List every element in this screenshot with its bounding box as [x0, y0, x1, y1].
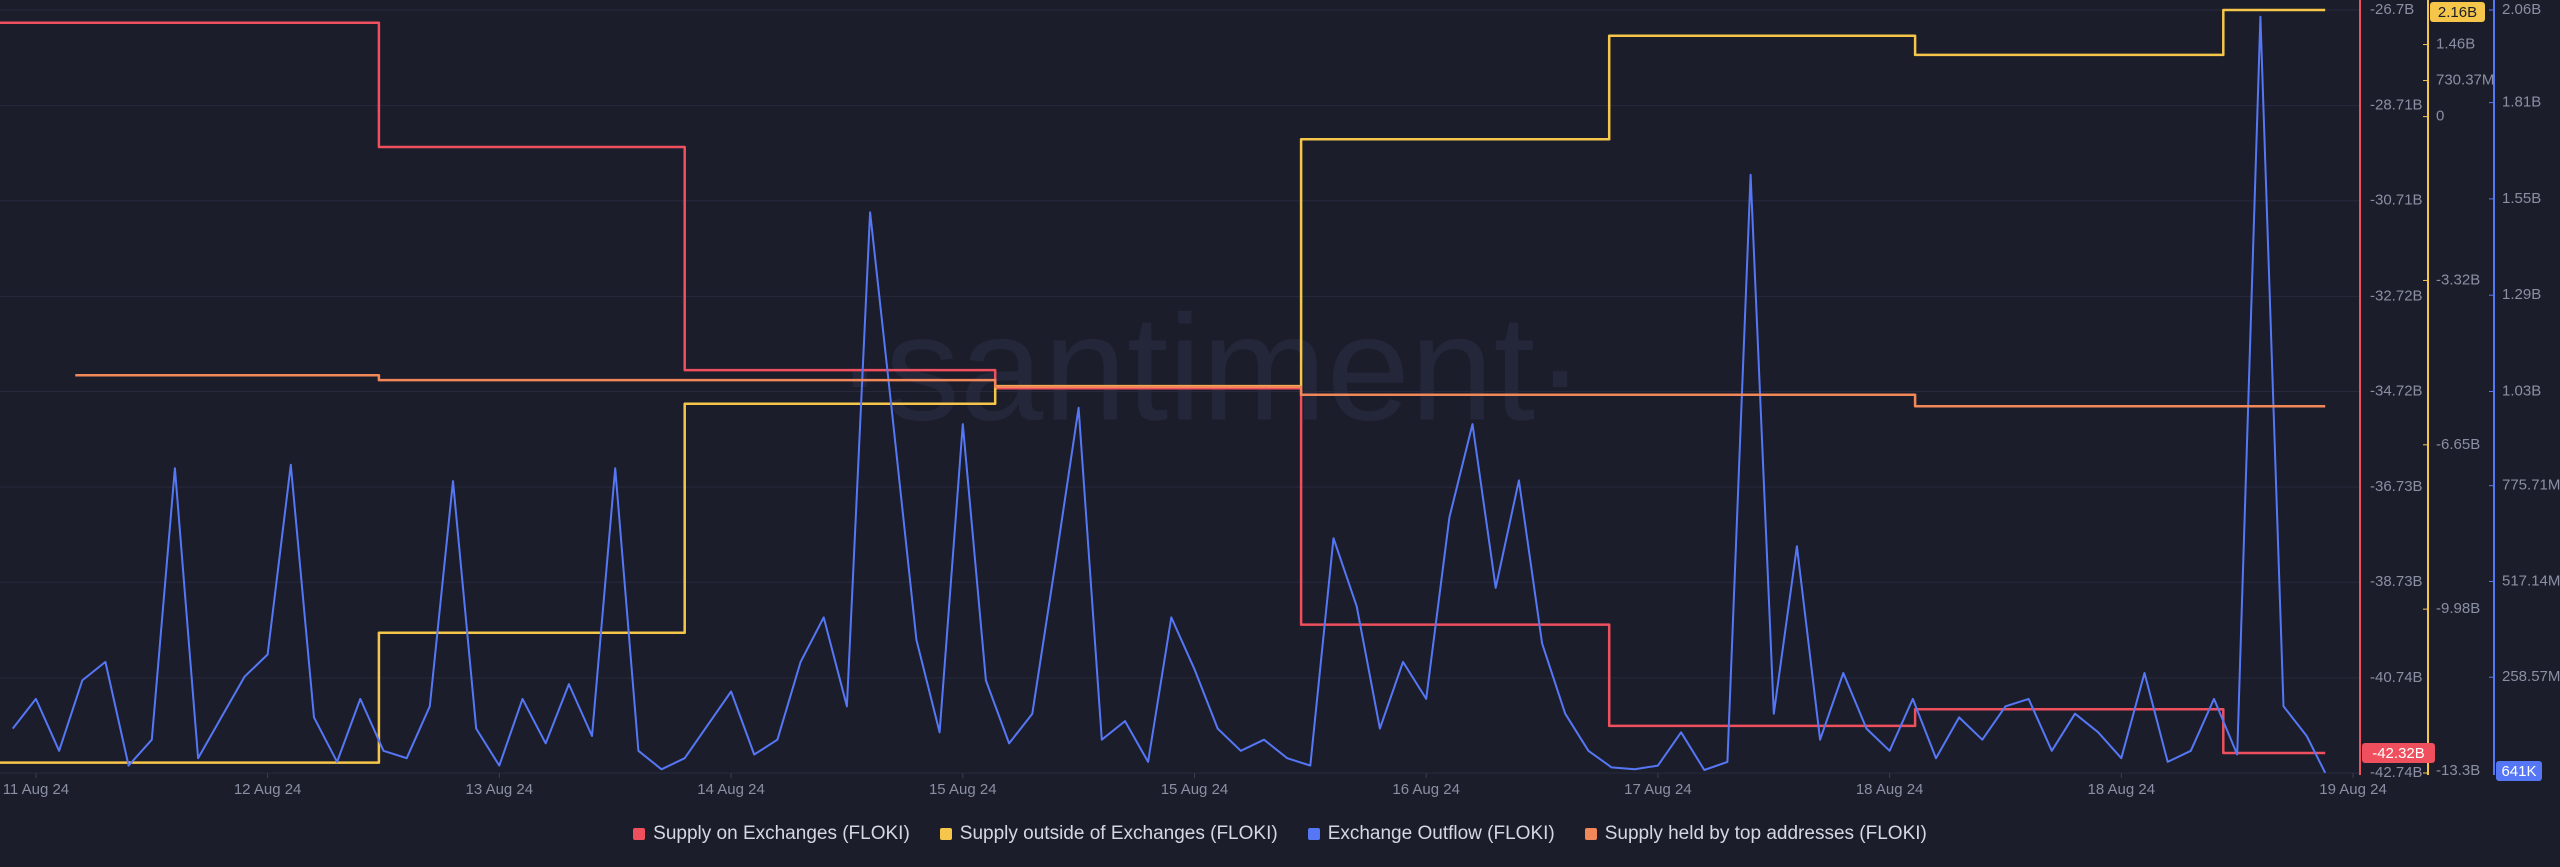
y-tick-label: -40.74B — [2370, 669, 2423, 686]
y2-tick-label: -9.98B — [2436, 600, 2480, 617]
x-tick-label: 19 Aug 24 — [2319, 781, 2387, 798]
y3-tick-label: 258.57M — [2502, 668, 2560, 685]
x-tick-label: 13 Aug 24 — [466, 781, 534, 798]
y-tick-label: -34.72B — [2370, 382, 2423, 399]
legend-label: Supply held by top addresses (FLOKI) — [1604, 823, 1927, 844]
y2-tick-label: 1.46B — [2436, 36, 2475, 53]
series-line — [11, 15, 2327, 774]
x-tick-label: 17 Aug 24 — [1624, 781, 1692, 798]
legend-swatch — [1584, 828, 1597, 840]
value-badge — [2496, 761, 2542, 781]
x-tick-label: 12 Aug 24 — [234, 781, 302, 798]
y3-tick-label: 2.06B — [2502, 1, 2541, 18]
series-line — [0, 8, 2326, 764]
legend-label: Supply on Exchanges (FLOKI) — [653, 823, 910, 844]
legend-swatch — [939, 828, 952, 840]
value-badge-label: 641K — [2501, 763, 2536, 780]
y2-tick-label: -6.65B — [2436, 436, 2480, 453]
y3-tick-label: 775.71M — [2502, 477, 2560, 494]
value-badge — [2430, 2, 2485, 22]
legend-swatch — [1307, 828, 1320, 840]
x-tick-label: 18 Aug 24 — [1856, 781, 1924, 798]
legend-item[interactable]: Exchange Outflow (FLOKI) — [1307, 823, 1555, 845]
legend-item[interactable]: Supply on Exchanges (FLOKI) — [633, 823, 910, 845]
y3-tick-label: 1.81B — [2502, 94, 2541, 111]
chart: ·santiment· -26.7B-28.71B-30.71B-32.72B-… — [0, 0, 2560, 798]
watermark: ·santiment· — [835, 284, 1585, 452]
y2-tick-label: -13.3B — [2436, 762, 2480, 779]
x-tick-label: 15 Aug 24 — [1161, 781, 1229, 798]
x-tick-label: 16 Aug 24 — [1392, 781, 1460, 798]
y3-tick-label: 1.03B — [2502, 382, 2541, 399]
y-tick-label: -32.72B — [2370, 287, 2423, 304]
legend-label: Supply outside of Exchanges (FLOKI) — [959, 823, 1278, 844]
legend: Supply on Exchanges (FLOKI) Supply outsid… — [0, 814, 2560, 854]
value-badge — [2362, 743, 2435, 764]
y3-tick-label: 517.14M — [2502, 572, 2560, 589]
x-tick-label: 18 Aug 24 — [2088, 781, 2156, 798]
x-tick-label: 11 Aug 24 — [3, 781, 69, 798]
x-tick-label: 15 Aug 24 — [929, 781, 997, 798]
y-tick-label: -42.74B — [2370, 764, 2423, 781]
y2-tick-label: 0 — [2436, 108, 2444, 125]
y2-tick-label: 730.37M — [2436, 72, 2494, 89]
y3-tick-label: 1.55B — [2502, 190, 2541, 207]
value-badge-label: -42.32B — [2372, 745, 2425, 762]
legend-item[interactable]: Supply held by top addresses (FLOKI) — [1584, 823, 1927, 845]
y-tick-label: -36.73B — [2370, 478, 2423, 495]
y-tick-label: -28.71B — [2370, 97, 2423, 114]
legend-label: Exchange Outflow (FLOKI) — [1327, 823, 1555, 844]
legend-swatch — [633, 828, 646, 840]
y-tick-label: -26.7B — [2370, 1, 2414, 18]
y-tick-label: -30.71B — [2370, 192, 2423, 209]
legend-item[interactable]: Supply outside of Exchanges (FLOKI) — [939, 823, 1278, 845]
series-line — [75, 374, 2326, 408]
value-badge-label: 2.16B — [2438, 4, 2477, 21]
series-line — [0, 21, 2326, 755]
y-tick-label: -38.73B — [2370, 573, 2423, 590]
y2-tick-label: -3.32B — [2436, 271, 2480, 288]
x-tick-label: 14 Aug 24 — [697, 781, 765, 798]
y3-tick-label: 1.29B — [2502, 286, 2541, 303]
